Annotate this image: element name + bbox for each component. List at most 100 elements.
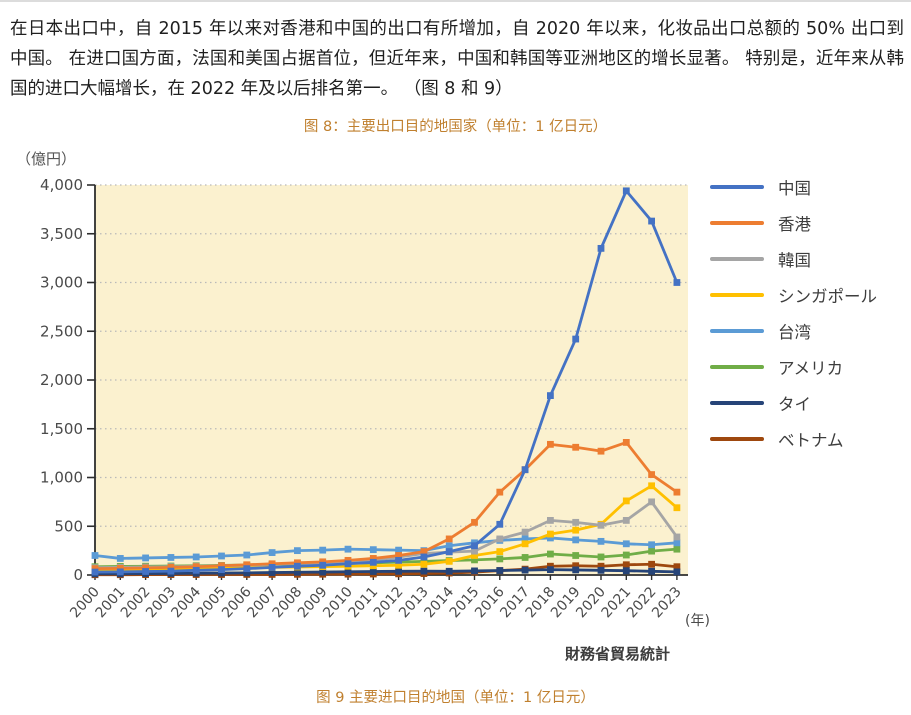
series-marker-hongkong [294,559,301,567]
series-marker-hongkong [572,443,580,451]
series-marker-hongkong [445,535,453,543]
series-marker-taiwan [192,553,200,561]
legend-swatch-hongkong [710,221,764,225]
series-marker-thailand [471,567,478,575]
y-tick-label: 2,000 [40,371,83,389]
series-marker-hongkong [420,548,428,555]
series-marker-china [395,556,402,564]
series-marker-china [648,217,655,225]
series-marker-china [243,565,251,573]
chart-legend: 中国香港 韓国 シンガポール台湾アメリカタイベトナム [710,169,877,457]
series-marker-china [572,335,580,343]
y-tick-label: 3,000 [40,274,83,292]
series-marker-korea [496,535,504,543]
series-marker-china [673,279,681,286]
chart-source: 財務省貿易統計 [564,645,670,663]
series-marker-taiwan [572,536,580,544]
series-marker-china [622,187,630,195]
series-marker-thailand [673,568,681,576]
series-marker-taiwan [294,547,301,555]
series-marker-singapore [445,557,453,565]
legend-item-korea: 韓国 [710,241,877,277]
y-axis-unit-label: （億円） [16,150,77,168]
series-marker-taiwan [547,534,554,542]
series-marker-korea [572,518,580,526]
series-marker-thailand [496,567,504,574]
y-tick-label: 2,500 [40,322,83,340]
series-line-hongkong [93,440,679,571]
figure8-title: 图 8：主要出口目的地国家（单位：1 亿日元） [303,119,608,135]
series-marker-hongkong [319,558,327,566]
series-marker-hongkong [142,564,149,572]
series-marker-korea [673,533,681,541]
series-marker-hongkong [471,518,478,526]
series-marker-usa [471,556,478,564]
series-marker-china [471,542,478,550]
series-marker-taiwan [445,542,453,550]
y-tick-label: 500 [54,517,83,535]
series-marker-korea [547,517,554,524]
series-marker-thailand [648,567,655,575]
series-marker-hongkong [218,562,225,570]
y-tick-label: 0 [73,566,83,584]
series-line-taiwan [93,536,679,560]
series-marker-usa [521,554,529,561]
series-marker-korea [648,498,655,506]
series-marker-korea [597,521,605,529]
series-marker-thailand [622,567,630,575]
series-marker-china [91,568,99,576]
series-marker-thailand [243,569,251,577]
series-marker-singapore [369,562,377,570]
y-tick-label: 3,500 [40,225,83,243]
legend-swatch-usa [710,365,764,369]
y-tick-label: 1,500 [40,420,83,438]
series-marker-taiwan [521,535,529,543]
series-marker-vietnam [622,561,630,569]
legend-swatch-korea [710,257,764,261]
series-marker-hongkong [268,560,276,568]
series-marker-thailand [572,566,580,574]
series-marker-hongkong [91,565,99,573]
series-marker-hongkong [167,563,175,571]
legend-swatch-taiwan [710,329,764,333]
legend-swatch-china [710,185,764,189]
series-marker-thailand [445,567,453,575]
series-marker-vietnam [547,562,554,570]
legend-item-usa: アメリカ [710,349,877,385]
series-marker-china [192,566,200,574]
legend-swatch-thailand [710,401,764,405]
series-marker-taiwan [142,554,149,562]
legend-swatch-vietnam [710,437,764,441]
series-marker-china [294,562,301,570]
figure9-caption: 图 9 主要进口目的地国（单位：1 亿日元） [316,690,595,706]
y-tick-label: 4,000 [40,176,83,194]
legend-label-thailand: タイ [778,395,811,414]
series-marker-korea [521,528,529,536]
legend-item-china: 中国 [710,169,877,205]
legend-label-china: 中国 [778,179,811,198]
series-marker-hongkong [496,488,504,496]
series-marker-vietnam [673,563,681,571]
series-marker-singapore [547,530,554,538]
series-marker-korea [622,517,630,524]
series-line-thailand [93,568,679,576]
series-marker-thailand [547,566,554,574]
series-marker-usa [648,547,655,555]
legend-item-hongkong: 香港 [710,205,877,241]
legend-label-taiwan: 台湾 [778,323,811,342]
series-marker-hongkong [369,555,377,562]
series-marker-thailand [521,566,529,574]
series-marker-thailand [420,567,428,575]
series-marker-thailand [218,569,225,577]
series-marker-singapore [521,540,529,548]
x-axis-suffix: (年) [685,613,710,629]
series-marker-china [420,553,428,561]
series-marker-singapore [395,561,402,569]
series-marker-singapore [673,504,681,512]
legend-item-singapore: シンガポール [710,277,877,313]
series-marker-taiwan [268,549,276,556]
legend-label-vietnam: ベトナム [778,431,844,450]
series-marker-thailand [597,566,605,574]
series-marker-vietnam [597,562,605,570]
